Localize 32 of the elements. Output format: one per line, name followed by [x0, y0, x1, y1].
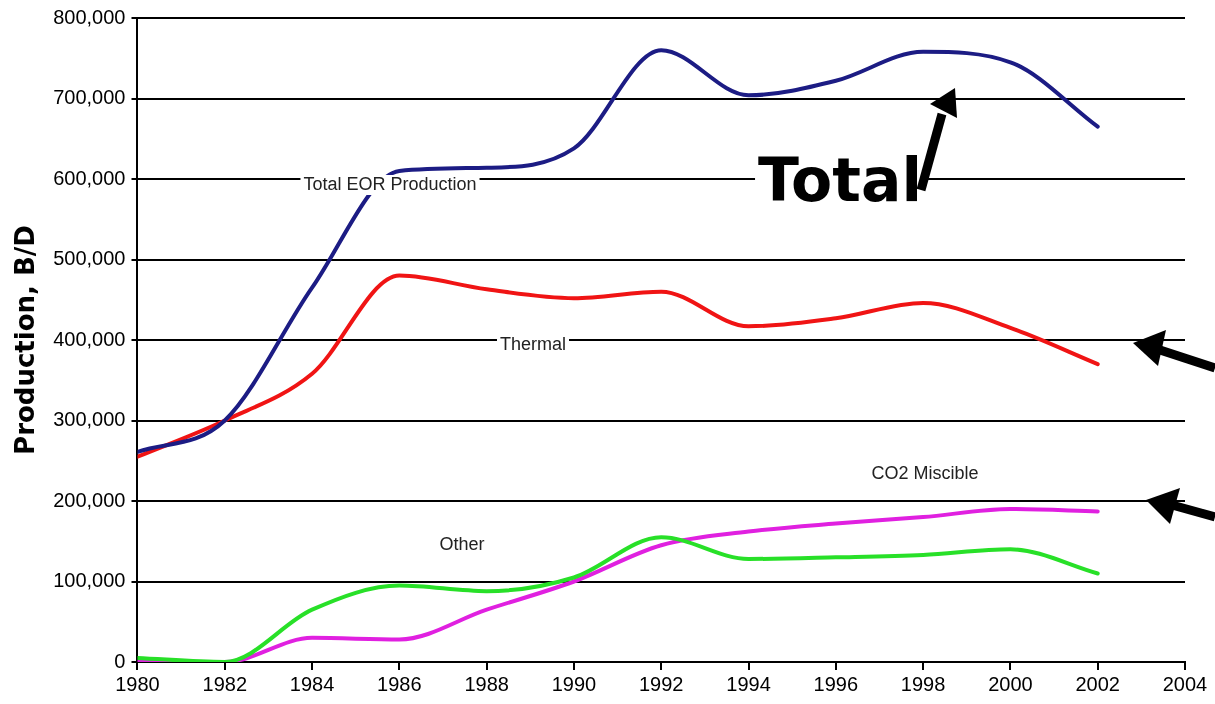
- x-tick-label: 2000: [988, 672, 1033, 695]
- x-tick-label: 1980: [115, 672, 160, 695]
- y-tick-label: 400,000: [53, 327, 126, 350]
- x-tick-label: 1994: [726, 672, 771, 695]
- x-tick-label: 1982: [202, 672, 248, 695]
- x-tick-label: 1986: [377, 672, 422, 695]
- y-tick-label: 200,000: [53, 488, 126, 511]
- y-tick-label: 0: [114, 649, 126, 672]
- x-tick-label: 1990: [551, 672, 597, 695]
- x-tick-label: 1996: [813, 672, 859, 695]
- annotation: Thermal: [499, 333, 567, 354]
- y-tick-label: 700,000: [53, 86, 126, 109]
- y-tick-label: 100,000: [53, 569, 126, 592]
- y-axis-title: Production, B/D: [10, 225, 41, 455]
- y-tick-label: 800,000: [53, 5, 126, 28]
- line-series: [137, 273, 1100, 459]
- x-tick-label: 1998: [900, 672, 946, 695]
- x-tick-label: 2002: [1075, 672, 1120, 695]
- x-tick-label: 1992: [639, 672, 684, 695]
- x-tick-label: 1984: [289, 672, 335, 695]
- line-series: [137, 507, 1100, 662]
- y-tick-label: 600,000: [53, 166, 126, 189]
- annotation: Other: [439, 533, 485, 554]
- x-tick-label: 1988: [464, 672, 509, 695]
- line-series: [137, 48, 1100, 454]
- annotation: Total EOR Production: [303, 173, 477, 194]
- line-series: [137, 535, 1100, 662]
- y-tick-label: 300,000: [53, 408, 126, 431]
- annotation: CO2 Miscible: [871, 462, 979, 483]
- x-tick-label: 2004: [1162, 672, 1208, 695]
- y-tick-label: 500,000: [53, 247, 126, 270]
- annotation: Total: [758, 144, 922, 215]
